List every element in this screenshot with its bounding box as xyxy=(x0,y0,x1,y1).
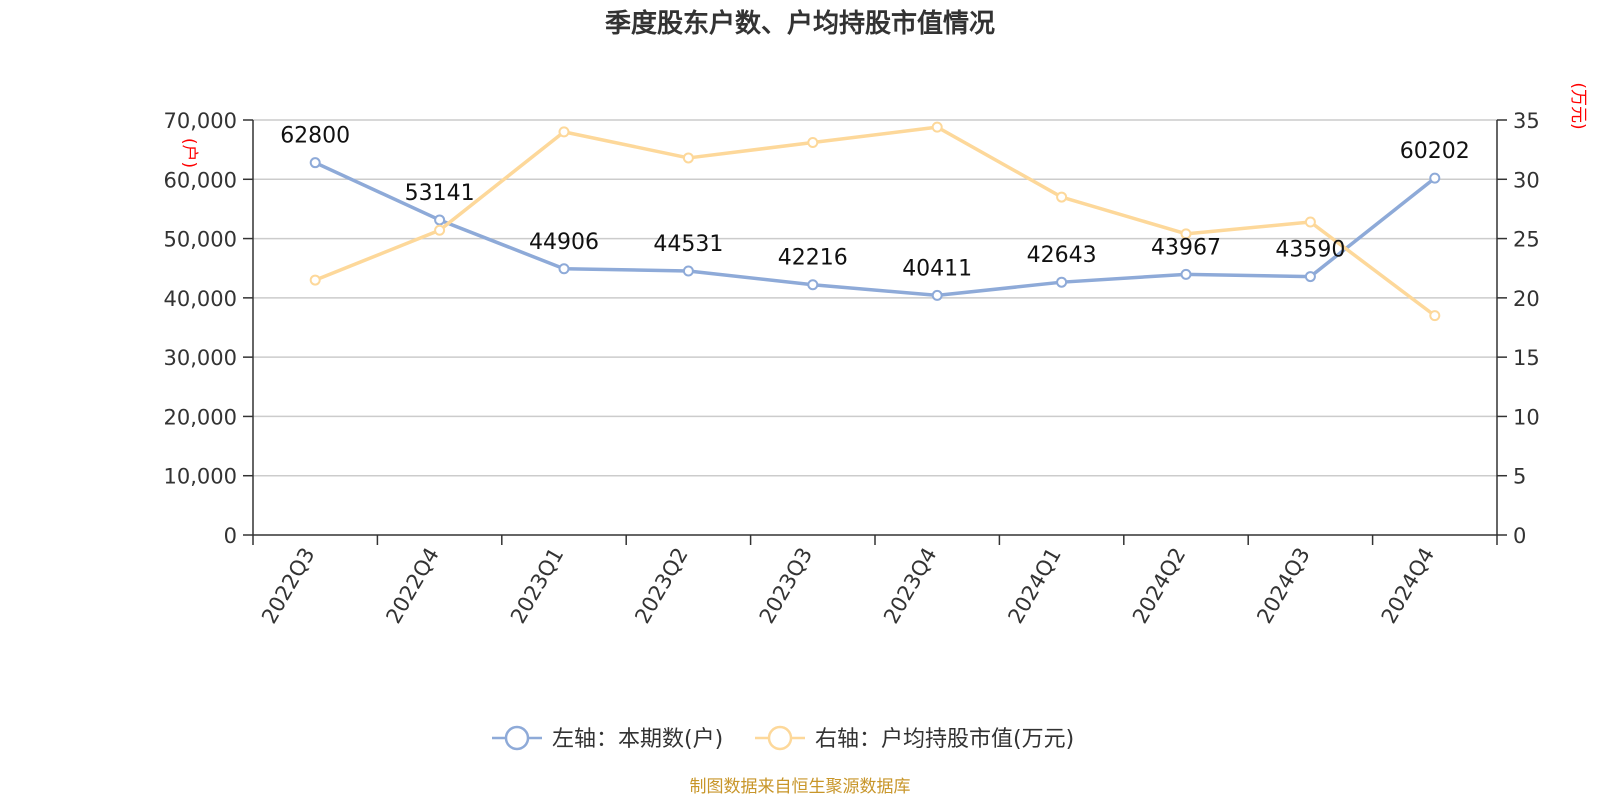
series-line-1 xyxy=(314,161,1436,298)
legend-marker-1 xyxy=(504,725,530,751)
data-label: 42643 xyxy=(1027,243,1097,268)
data-label: 43590 xyxy=(1275,238,1345,263)
series-2-point xyxy=(1429,310,1441,322)
left-axis-unit: (户) xyxy=(179,138,199,168)
right-axis-tick-label: 15 xyxy=(1513,346,1540,370)
series-2-point xyxy=(434,224,446,236)
series-2-point xyxy=(309,274,321,286)
series-2-point xyxy=(807,137,819,149)
x-axis-tick-label: 2022Q4 xyxy=(381,544,443,628)
series-1-point xyxy=(1056,276,1068,288)
x-axis-tick-label: 2023Q2 xyxy=(630,544,692,628)
left-axis-tick-label: 30,000 xyxy=(164,346,237,370)
chart-title: 季度股东户数、户均持股市值情况 xyxy=(605,8,995,39)
data-label: 44531 xyxy=(653,232,723,257)
data-label: 62800 xyxy=(280,124,350,149)
series-line-2 xyxy=(314,125,1436,318)
series-2-point xyxy=(1180,228,1192,240)
x-axis-tick-label: 2023Q4 xyxy=(879,544,941,628)
left-axis-tick-label: 0 xyxy=(224,524,237,548)
left-axis-tick-label: 20,000 xyxy=(164,405,237,429)
right-axis-tick-label: 5 xyxy=(1513,465,1526,489)
x-axis-tick-label: 2023Q1 xyxy=(506,544,568,628)
x-axis-tick-labels: 2022Q3 2022Q4 2023Q1 2023Q2 2023Q3 2023Q4 2024… xyxy=(257,544,1439,628)
legend-label-2: 右轴：户均持股市值(万元) xyxy=(815,727,1074,752)
right-axis-tick-label: 20 xyxy=(1513,287,1540,311)
legend[interactable]: 左轴：本期数(户) 右轴：户均持股市值(万元) xyxy=(492,725,1074,752)
x-axis-tick-label: 2024Q2 xyxy=(1128,544,1190,628)
right-axis-tick-label: 25 xyxy=(1513,228,1540,252)
left-axis-tick-label: 50,000 xyxy=(164,228,237,252)
series-2-point xyxy=(682,152,694,164)
data-label: 44906 xyxy=(529,230,599,255)
series-2-point xyxy=(558,126,570,138)
legend-marker-2 xyxy=(767,725,793,751)
right-axis-tick-label: 35 xyxy=(1513,109,1540,133)
series-1-point xyxy=(1429,172,1441,184)
x-axis-tick-label: 2024Q3 xyxy=(1252,544,1314,628)
data-label: 40411 xyxy=(902,256,972,281)
right-axis-tick-label: 30 xyxy=(1513,168,1540,192)
series-1-point xyxy=(682,265,694,277)
data-label: 60202 xyxy=(1400,139,1470,164)
series-2-point xyxy=(1056,191,1068,203)
left-axis-tick-label: 60,000 xyxy=(164,168,237,192)
x-axis-tick-label: 2022Q3 xyxy=(257,544,319,628)
x-axis-tick-label: 2024Q1 xyxy=(1003,544,1065,628)
left-axis-tick-label: 10,000 xyxy=(164,465,237,489)
series-1-point xyxy=(309,157,321,169)
series-1-point xyxy=(558,263,570,275)
data-labels: 62800 53141 44906 44531 42216 40411 42643 43967… xyxy=(280,124,1470,282)
series-1-point xyxy=(1304,271,1316,283)
series-1-point xyxy=(1180,268,1192,280)
data-label: 43967 xyxy=(1151,235,1221,260)
series-2-point xyxy=(1304,216,1316,228)
axes: 0 10,000 20,000 30,000 40,000 50,000 60,000 70,… xyxy=(164,109,1540,548)
series-1-point xyxy=(931,289,943,301)
series-2-point xyxy=(931,121,943,133)
x-axis-tick-label: 2023Q3 xyxy=(755,544,817,628)
series-1-point xyxy=(434,214,446,226)
right-axis-tick-label: 10 xyxy=(1513,405,1540,429)
data-label: 42216 xyxy=(778,246,848,271)
right-axis-unit: (万元) xyxy=(1568,82,1588,129)
legend-label-1: 左轴：本期数(户) xyxy=(552,727,723,752)
right-axis-tick-label: 0 xyxy=(1513,524,1526,548)
left-axis-tick-label: 40,000 xyxy=(164,287,237,311)
source-note: 制图数据来自恒生聚源数据库 xyxy=(690,777,911,797)
left-axis-tick-label: 70,000 xyxy=(164,109,237,133)
series-1-point xyxy=(807,279,819,291)
series-lines xyxy=(309,121,1441,322)
data-label: 53141 xyxy=(405,181,475,206)
grid-lines xyxy=(253,119,1497,477)
x-axis-tick-label: 2024Q4 xyxy=(1377,544,1439,628)
